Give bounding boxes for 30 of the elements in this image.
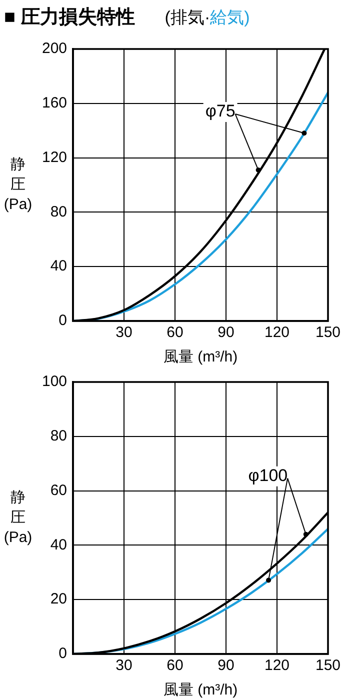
annotation: φ100 [248, 466, 288, 486]
x-tick-label: 60 [166, 324, 184, 342]
x-tick-label: 90 [218, 657, 234, 674]
chart-title: ■ 圧力損失特性 [4, 6, 135, 30]
x-tick-label: 30 [116, 324, 132, 342]
x-tick-label: 30 [116, 657, 132, 674]
x-tick-label: 150 [315, 324, 341, 342]
y-axis-title: 静圧(Pa) [4, 489, 32, 546]
y-tick-label: 0 [58, 312, 68, 330]
y-tick-label: 160 [42, 94, 68, 112]
x-tick-label: 60 [166, 657, 184, 674]
y-axis-title: 静圧(Pa) [4, 156, 32, 214]
y-tick-label: 120 [42, 148, 68, 166]
x-tick-label: 150 [315, 657, 341, 674]
y-tick-label: 40 [50, 258, 68, 275]
y-tick-label: 100 [42, 373, 68, 390]
y-tick-label: 80 [50, 203, 68, 220]
x-tick-label: 120 [264, 324, 290, 342]
x-axis-title: 風量 (m³/h) [163, 682, 238, 699]
chart-subtitle: (排気·給気) [164, 8, 250, 26]
y-tick-label: 200 [42, 40, 68, 58]
y-tick-label: 60 [50, 482, 68, 499]
y-tick-label: 20 [50, 590, 68, 608]
x-tick-label: 90 [218, 324, 234, 342]
y-tick-label: 0 [58, 645, 68, 662]
annotation: φ75 [205, 102, 236, 121]
y-tick-label: 40 [50, 536, 68, 554]
x-axis-title: 風量 (m³/h) [163, 348, 238, 366]
y-tick-label: 80 [50, 428, 68, 445]
x-tick-label: 120 [264, 657, 290, 674]
